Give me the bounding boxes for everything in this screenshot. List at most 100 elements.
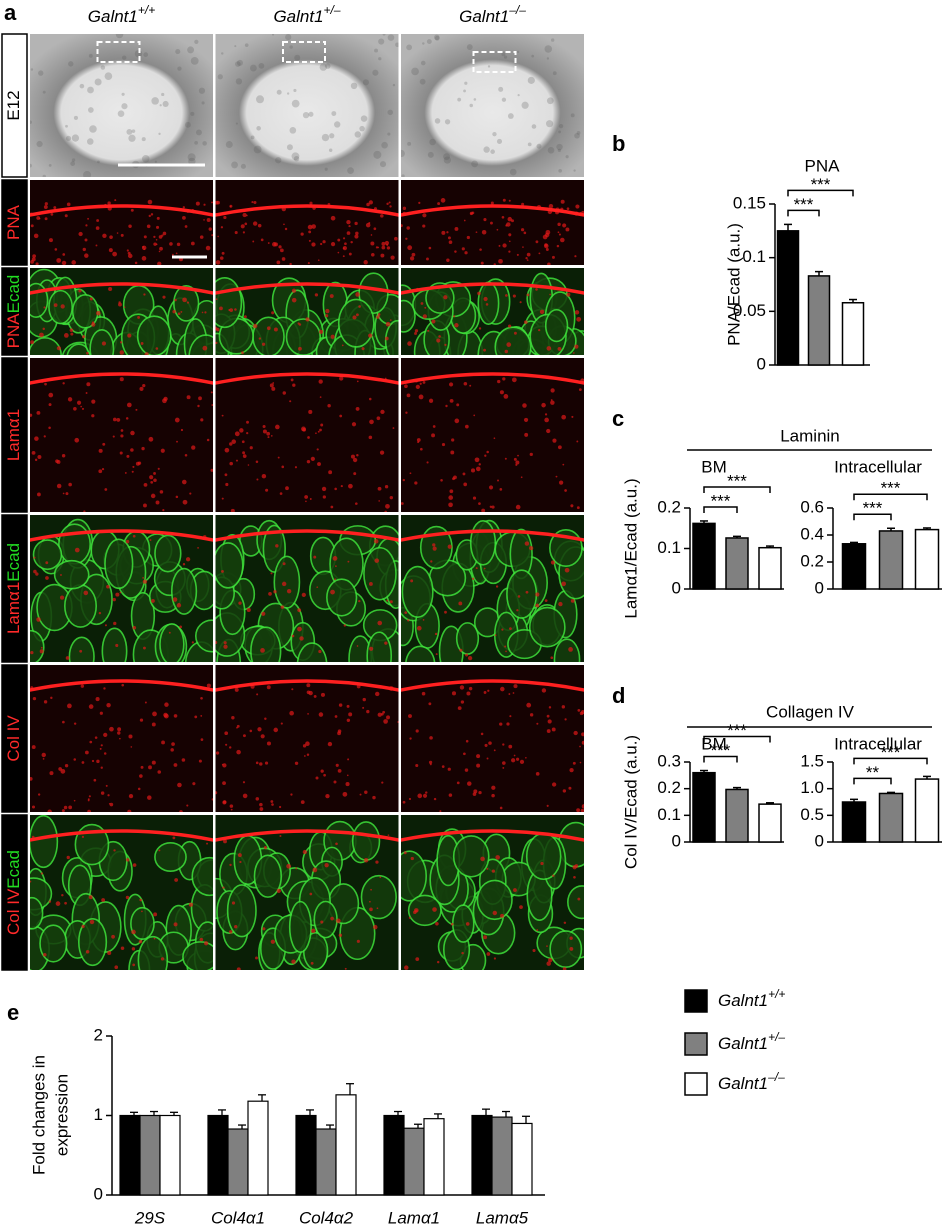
- puncta: [150, 493, 156, 499]
- puncta: [185, 557, 191, 562]
- puncta: [273, 727, 279, 733]
- puncta: [422, 793, 428, 798]
- puncta: [486, 450, 489, 454]
- puncta: [387, 834, 390, 837]
- puncta: [297, 608, 302, 613]
- cell-membrane: [53, 559, 90, 590]
- texture: [87, 86, 94, 94]
- puncta: [215, 260, 221, 265]
- puncta: [117, 727, 122, 732]
- puncta: [98, 611, 102, 615]
- puncta: [552, 874, 555, 877]
- puncta: [215, 640, 218, 645]
- puncta: [81, 761, 85, 764]
- puncta: [277, 456, 280, 459]
- puncta: [195, 201, 200, 206]
- puncta: [291, 959, 296, 964]
- puncta: [405, 237, 408, 240]
- puncta: [155, 347, 159, 350]
- puncta: [257, 223, 262, 228]
- image-bg: [401, 34, 584, 177]
- puncta: [44, 217, 48, 221]
- puncta: [558, 233, 561, 236]
- puncta: [291, 634, 295, 638]
- puncta: [120, 429, 124, 432]
- puncta: [224, 473, 228, 477]
- puncta: [158, 235, 163, 239]
- puncta: [491, 793, 495, 798]
- puncta: [43, 953, 47, 957]
- puncta: [549, 293, 551, 296]
- puncta: [426, 461, 429, 464]
- puncta: [365, 222, 371, 228]
- puncta: [346, 231, 351, 235]
- puncta: [313, 555, 317, 559]
- puncta: [144, 701, 147, 704]
- puncta: [126, 454, 130, 458]
- puncta: [343, 624, 347, 627]
- cell-membrane: [48, 289, 73, 325]
- puncta: [264, 761, 269, 765]
- texture: [187, 46, 195, 54]
- puncta: [113, 849, 116, 852]
- puncta: [128, 224, 132, 229]
- puncta: [153, 242, 157, 246]
- puncta: [184, 225, 188, 228]
- puncta: [483, 296, 488, 302]
- puncta: [109, 235, 113, 239]
- puncta: [547, 719, 552, 724]
- puncta: [505, 294, 508, 297]
- puncta: [501, 628, 504, 631]
- puncta: [317, 259, 320, 262]
- puncta: [389, 495, 394, 500]
- cell-membrane: [477, 281, 500, 325]
- puncta: [375, 246, 379, 249]
- puncta: [220, 226, 224, 229]
- basement-membrane: [215, 829, 399, 842]
- puncta: [410, 856, 414, 861]
- texture: [68, 61, 74, 67]
- texture: [83, 170, 92, 177]
- basement-membrane: [30, 529, 213, 542]
- puncta: [130, 430, 135, 436]
- bar: [295, 1114, 317, 1196]
- texture: [434, 118, 441, 124]
- puncta: [564, 567, 570, 573]
- texture: [531, 54, 535, 58]
- puncta: [366, 202, 370, 207]
- puncta: [392, 427, 395, 430]
- row-label-part: PNA: [4, 313, 23, 349]
- puncta: [320, 692, 326, 697]
- bar: [807, 275, 831, 366]
- puncta: [96, 310, 101, 316]
- puncta: [96, 219, 100, 222]
- puncta: [123, 306, 126, 309]
- puncta: [229, 461, 233, 466]
- puncta: [265, 488, 269, 492]
- puncta: [540, 861, 544, 866]
- texture: [161, 92, 165, 97]
- cell-membrane: [154, 842, 187, 872]
- texture: [244, 43, 249, 47]
- puncta: [255, 956, 258, 960]
- puncta: [102, 442, 106, 446]
- puncta: [87, 798, 90, 801]
- puncta: [541, 688, 547, 693]
- error-bar: [306, 1109, 314, 1116]
- micrograph-content: [30, 268, 213, 355]
- puncta: [581, 732, 584, 737]
- texture: [463, 89, 466, 93]
- puncta: [369, 900, 371, 903]
- puncta: [377, 712, 382, 717]
- error-bar: [733, 535, 741, 538]
- puncta: [445, 404, 448, 408]
- cell-membrane: [32, 539, 63, 571]
- puncta: [73, 799, 76, 802]
- puncta: [234, 431, 240, 437]
- texture: [88, 107, 94, 113]
- puncta: [215, 791, 218, 795]
- bar: [841, 543, 867, 590]
- puncta: [307, 712, 309, 715]
- puncta: [108, 286, 113, 292]
- puncta: [389, 319, 392, 321]
